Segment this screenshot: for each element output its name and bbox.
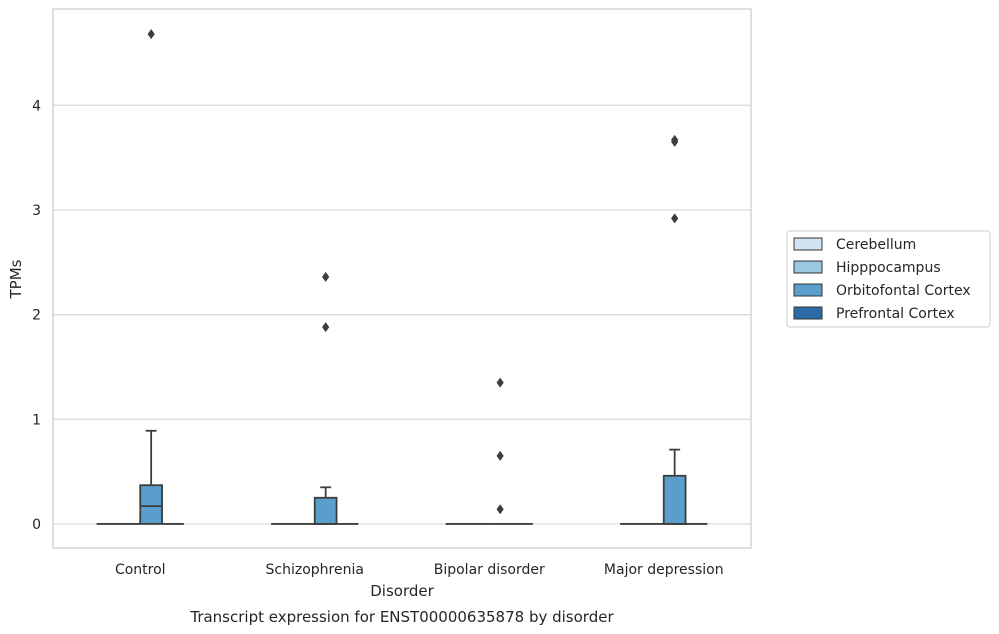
outlier-point — [496, 450, 504, 461]
plot-marks — [96, 29, 708, 525]
legend-swatch — [793, 260, 823, 274]
legend-swatch — [793, 283, 823, 297]
legend-swatch — [793, 306, 823, 320]
y-tick-label: 2 — [32, 308, 41, 324]
box-body — [139, 484, 163, 525]
figure-caption: Transcript expression for ENST0000063587… — [189, 608, 614, 626]
box-orbitofontal-cortex — [313, 271, 338, 525]
outlier-point — [322, 322, 330, 333]
legend-label: Hipppocampus — [836, 260, 941, 276]
box-orbitofontal-cortex — [662, 134, 687, 525]
x-tick-label: Bipolar disorder — [434, 562, 545, 578]
outlier-point — [496, 504, 504, 515]
box-orbitofontal-cortex — [139, 29, 163, 525]
y-tick-labels: 0 1 2 3 4 — [32, 98, 41, 533]
legend-label: Prefrontal Cortex — [836, 306, 955, 322]
x-axis-label: Disorder — [370, 582, 434, 600]
x-tick-labels: Control Schizophrenia Bipolar disorder Majo… — [115, 562, 724, 578]
box-orbitofontal-cortex — [489, 377, 512, 525]
outlier-point — [322, 271, 330, 282]
y-tick-label: 3 — [32, 203, 41, 219]
legend-label: Cerebellum — [836, 237, 916, 253]
legend-label: Orbitofontal Cortex — [836, 283, 971, 299]
legend-frame — [786, 230, 991, 328]
x-tick-label: Major depression — [604, 562, 724, 578]
outlier-point — [496, 377, 504, 388]
legend-swatch — [793, 237, 823, 251]
outlier-point — [671, 213, 679, 224]
outlier-point — [147, 29, 155, 40]
y-tick-label: 1 — [32, 412, 41, 428]
box-body — [313, 496, 338, 525]
y-axis-label: TPMs — [7, 259, 25, 299]
x-tick-label: Control — [115, 562, 166, 578]
y-tick-label: 0 — [32, 517, 41, 533]
x-tick-label: Schizophrenia — [266, 562, 364, 578]
y-tick-label: 4 — [32, 98, 41, 114]
y-grid-lines — [53, 104, 751, 525]
outlier-point — [671, 134, 679, 145]
box-body — [662, 474, 687, 525]
plot-frame — [52, 8, 752, 549]
legend: Cerebellum Hipppocampus Orbitofontal Corte… — [786, 230, 991, 328]
